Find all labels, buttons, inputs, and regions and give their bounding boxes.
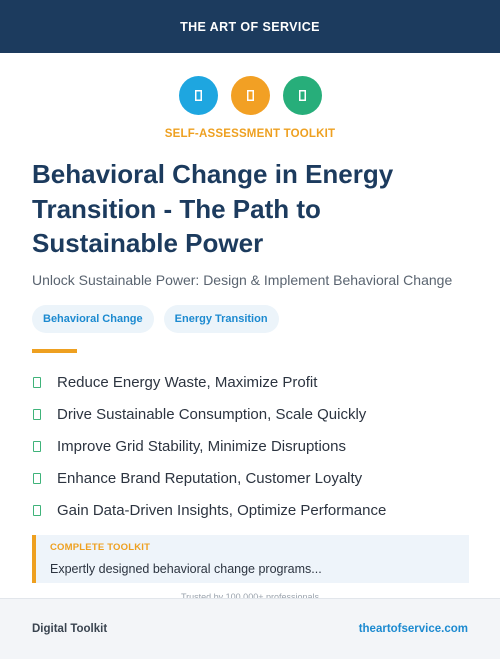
trust-line: Trusted by 100,000+ professionals — [180, 592, 319, 602]
placeholder-glyph-icon — [282, 76, 322, 115]
benefit-text: Improve Grid Stability, Minimize Disrupt… — [57, 437, 346, 455]
benefit-text: Drive Sustainable Consumption, Scale Qui… — [57, 405, 367, 423]
icon-row — [0, 76, 500, 115]
tag-list: Behavioral Change Energy Transition — [32, 305, 279, 333]
benefit-text: Enhance Brand Reputation, Customer Loyal… — [57, 469, 363, 487]
tag-chip: Energy Transition — [163, 305, 279, 333]
toolkit-callout: COMPLETE TOOLKIT Expertly designed behav… — [32, 535, 469, 583]
benefit-text: Gain Data-Driven Insights, Optimize Perf… — [57, 501, 387, 519]
checkbox-glyph-icon — [33, 504, 41, 516]
placeholder-glyph-icon — [230, 76, 270, 115]
website-link[interactable]: theartofservice.com — [358, 623, 468, 635]
callout-text: Expertly designed behavioral change prog… — [50, 562, 322, 576]
checkbox-glyph-icon — [33, 472, 41, 484]
checkbox-glyph-icon — [33, 376, 41, 388]
page-title: Behavioral Change in Energy Transition -… — [32, 159, 394, 258]
checkbox-glyph-icon — [33, 440, 41, 452]
placeholder-glyph-icon — [178, 76, 218, 115]
callout-label: COMPLETE TOOLKIT — [50, 542, 151, 553]
kicker-label: SELF-ASSESSMENT TOOLKIT — [164, 128, 336, 140]
brand-name: THE ART OF SERVICE — [180, 19, 320, 34]
list-item: Improve Grid Stability, Minimize Disrupt… — [32, 430, 472, 462]
benefit-text: Reduce Energy Waste, Maximize Profit — [57, 373, 318, 391]
subtitle: Unlock Sustainable Power: Design & Imple… — [32, 272, 453, 288]
benefit-list: Reduce Energy Waste, Maximize Profit Dri… — [32, 366, 472, 526]
list-item: Reduce Energy Waste, Maximize Profit — [32, 366, 472, 398]
tag-chip: Behavioral Change — [32, 305, 154, 333]
footer-bar: Digital Toolkit theartofservice.com — [0, 598, 500, 659]
header-bar: THE ART OF SERVICE — [0, 0, 500, 53]
footer-label: Digital Toolkit — [32, 623, 108, 635]
list-item: Enhance Brand Reputation, Customer Loyal… — [32, 462, 472, 494]
accent-divider — [32, 349, 77, 353]
list-item: Drive Sustainable Consumption, Scale Qui… — [32, 398, 472, 430]
list-item: Gain Data-Driven Insights, Optimize Perf… — [32, 494, 472, 526]
checkbox-glyph-icon — [33, 408, 41, 420]
